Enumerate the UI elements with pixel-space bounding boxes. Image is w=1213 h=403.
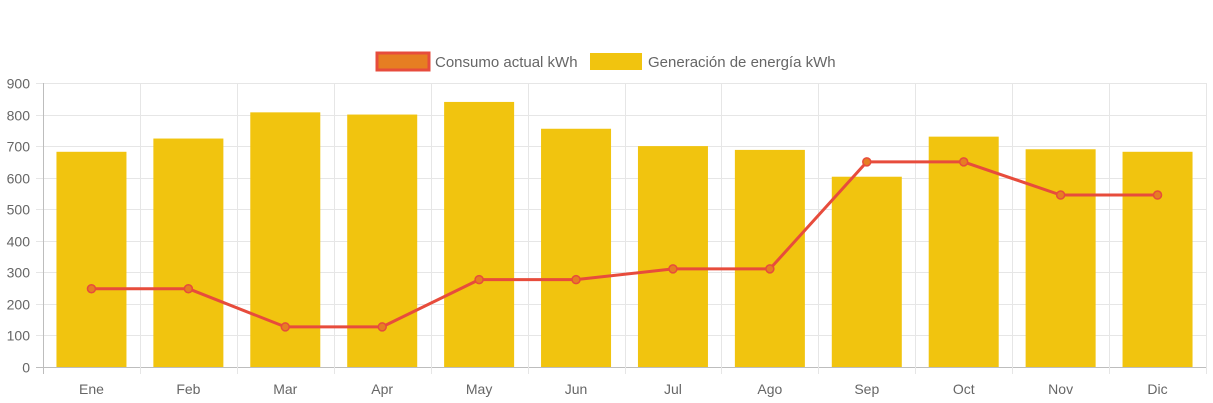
line-point <box>474 274 484 285</box>
line-point <box>765 264 775 274</box>
line-point <box>86 283 97 294</box>
line-point <box>377 322 387 332</box>
y-tick-label: 700 <box>7 139 31 155</box>
x-tick-label: Oct <box>953 381 975 397</box>
line-point <box>1055 190 1066 200</box>
y-tick-label: 0 <box>22 360 30 376</box>
x-tick-label: Sep <box>854 381 879 397</box>
legend-swatch-consumo <box>375 51 431 72</box>
x-tick-label: Jul <box>664 381 682 397</box>
bar <box>928 136 999 367</box>
x-tick-label: Apr <box>371 381 393 397</box>
line-point <box>280 322 291 332</box>
bar <box>734 149 805 367</box>
y-tick-label: 600 <box>7 171 31 187</box>
y-tick-label: 200 <box>7 297 31 313</box>
line-point <box>1152 190 1163 200</box>
legend: Consumo actual kWh Generación de energía… <box>375 51 836 72</box>
bar <box>637 146 708 367</box>
line-point <box>571 274 581 285</box>
y-tick-label: 800 <box>7 108 31 124</box>
consumption-line <box>86 157 1163 332</box>
x-tick-label: Ago <box>757 381 782 397</box>
x-tick-label: Dic <box>1147 381 1167 397</box>
x-tick-label: Ene <box>79 381 104 397</box>
line-point <box>183 283 194 294</box>
bar <box>1122 151 1193 367</box>
y-tick-label: 300 <box>7 265 31 281</box>
bar <box>1025 149 1096 367</box>
bar <box>444 101 515 367</box>
line-point <box>958 157 969 167</box>
legend-swatch-generacion <box>590 53 642 70</box>
legend-item-consumo[interactable]: Consumo actual kWh <box>375 51 578 72</box>
x-tick-label: Feb <box>176 381 200 397</box>
y-tick-label: 100 <box>7 328 31 344</box>
x-tick-label: Nov <box>1048 381 1073 397</box>
axes: 0 100 200 300 400 500 600 700 800 900 Ene Feb Mar Apr… <box>7 76 1168 398</box>
x-tick-label: Jun <box>565 381 588 397</box>
legend-item-generacion[interactable]: Generación de energía kWh <box>590 53 836 71</box>
legend-label-consumo: Consumo actual kWh <box>435 54 578 71</box>
x-tick-label: May <box>466 381 492 397</box>
consumption-line-path <box>91 160 1158 329</box>
line-point <box>668 264 678 274</box>
bar <box>831 176 902 367</box>
bars <box>56 101 1193 367</box>
x-tick-label: Mar <box>273 381 297 397</box>
y-tick-label: 500 <box>7 202 31 218</box>
bar <box>541 128 612 367</box>
y-tick-label: 400 <box>7 234 31 250</box>
line-point <box>862 157 872 167</box>
bar <box>153 138 224 367</box>
bar <box>56 151 127 367</box>
y-tick-label: 900 <box>7 76 31 92</box>
legend-label-generacion: Generación de energía kWh <box>648 54 836 71</box>
